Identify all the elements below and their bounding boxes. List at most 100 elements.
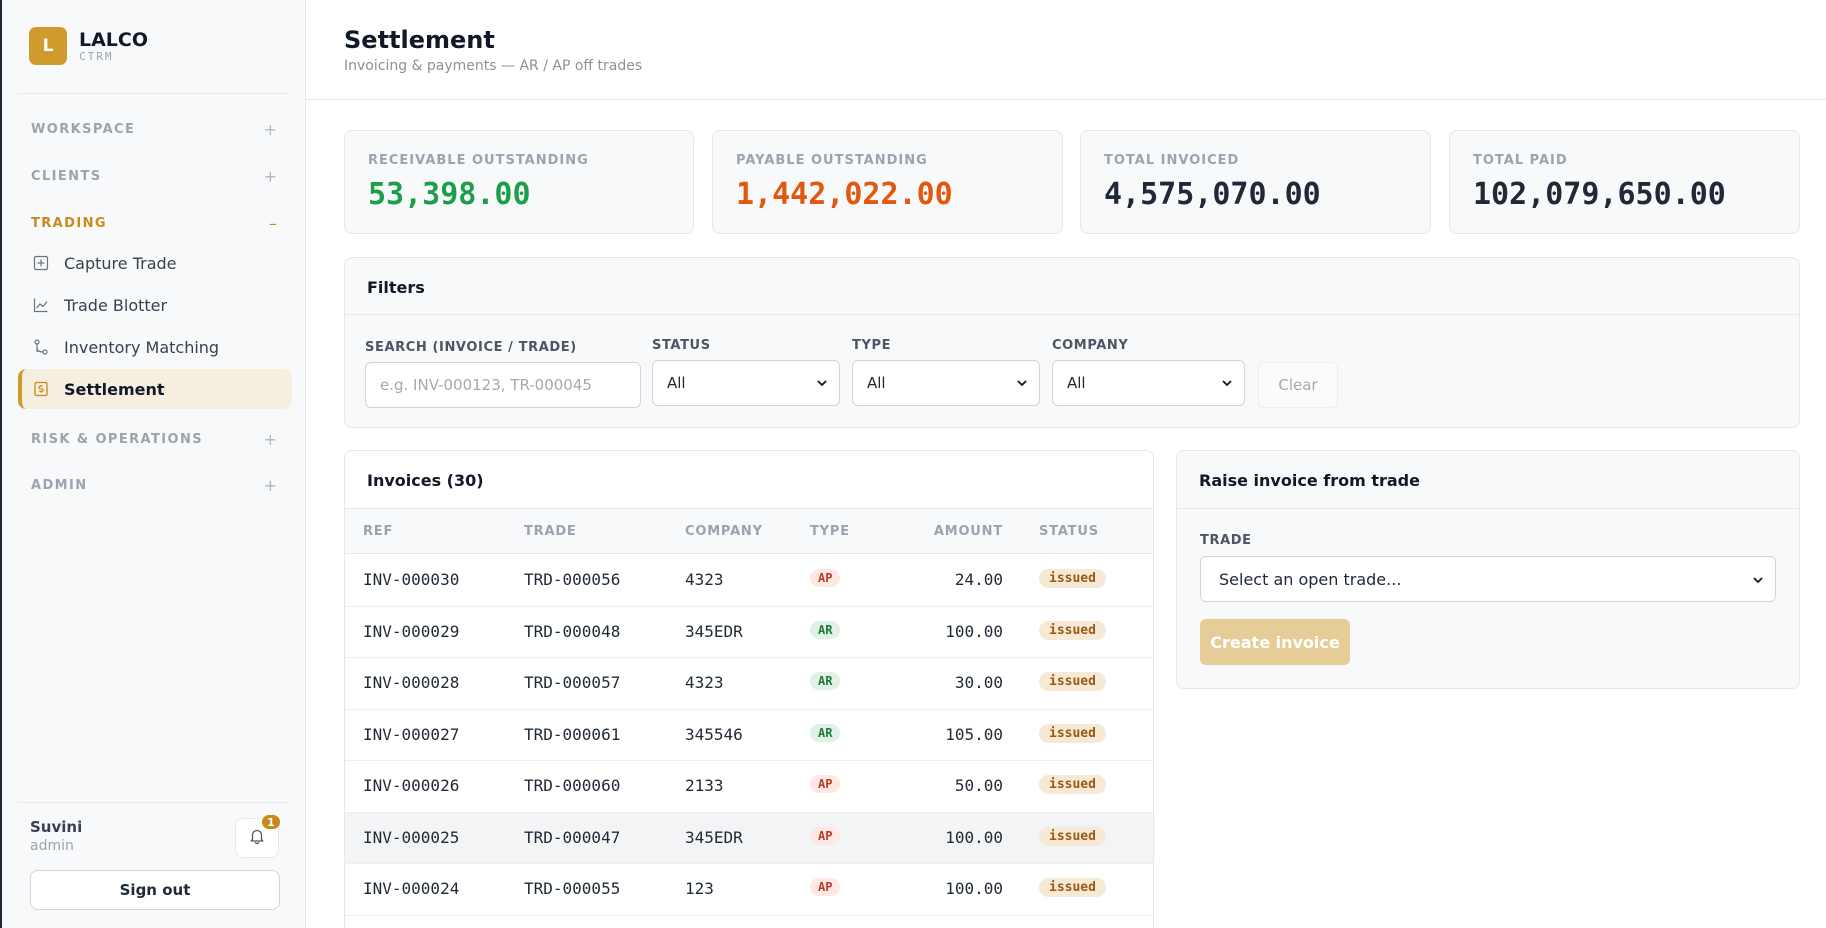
cell-amount: 100.00: [945, 827, 1003, 847]
cell-trade: TRD-000060: [524, 776, 621, 795]
table-row[interactable]: INV-000028 TRD-000057 4323 AR 30.00 issu…: [345, 658, 1153, 710]
invoices-title: Invoices (30): [367, 471, 484, 490]
status-filter-select[interactable]: All: [652, 360, 840, 406]
cell-company: 123: [685, 879, 714, 898]
sidebar-item-label: Trade Blotter: [64, 295, 168, 315]
table-row[interactable]: INV-000024 TRD-000055 123 AP 100.00 issu…: [345, 864, 1153, 916]
cell-ref: INV-000030: [363, 570, 460, 589]
cell-trade: TRD-000048: [524, 621, 621, 641]
brand-logo: L: [29, 27, 67, 65]
nav-section-workspace[interactable]: WORKSPACE +: [31, 120, 277, 139]
cell-ref: INV-000024: [363, 879, 460, 898]
stat-label: TOTAL INVOICED: [1104, 153, 1240, 168]
type-filter-select[interactable]: All: [852, 360, 1040, 406]
expand-icon: +: [263, 167, 277, 186]
filters-divider: [345, 314, 1799, 315]
nav-section-label: CLIENTS: [31, 169, 102, 184]
type-badge: AP: [810, 775, 841, 793]
table-row[interactable]: INV-000029 TRD-000048 345EDR AR 100.00 i…: [345, 606, 1153, 658]
cell-amount: 100.00: [945, 879, 1003, 898]
status-badge: issued: [1039, 672, 1106, 691]
sidebar-item-label: Settlement: [64, 379, 165, 399]
line-chart-icon: [32, 296, 50, 314]
sidebar-footer-divider: [18, 802, 289, 803]
chevron-down-icon: [1220, 376, 1234, 394]
sidebar-item-capture-trade[interactable]: Capture Trade: [18, 243, 292, 283]
cell-ref: INV-000028: [363, 673, 460, 692]
cell-company: 345546: [685, 724, 743, 744]
trade-select[interactable]: Select an open trade...: [1200, 556, 1776, 602]
invoices-panel: Invoices (30) REF TRADE COMPANY TYPE AMO…: [344, 450, 1154, 928]
type-filter-label: TYPE: [852, 338, 892, 353]
table-row[interactable]: INV-000025 TRD-000047 345EDR AP 100.00 i…: [345, 812, 1153, 864]
bell-icon: [248, 827, 266, 849]
column-header-type[interactable]: TYPE: [810, 524, 850, 539]
collapse-icon: –: [269, 214, 277, 233]
stat-value: 1,442,022.00: [736, 177, 953, 212]
nav-section-label: WORKSPACE: [31, 122, 136, 137]
chevron-down-icon: [1751, 572, 1765, 591]
raise-divider: [1177, 508, 1799, 509]
table-row[interactable]: INV-000030 TRD-000056 4323 AP 24.00 issu…: [345, 555, 1153, 607]
status-badge: issued: [1039, 826, 1106, 846]
trade-label: TRADE: [1200, 533, 1252, 548]
plus-square-icon: [32, 254, 50, 272]
chevron-down-icon: [1015, 376, 1029, 394]
type-badge: AP: [810, 878, 841, 896]
sign-out-button[interactable]: Sign out: [30, 870, 280, 910]
user-role: admin: [30, 838, 74, 854]
sidebar-item-settlement[interactable]: Settlement: [18, 369, 292, 409]
cell-amount: 100.00: [945, 621, 1003, 641]
cell-ref: INV-000026: [363, 776, 460, 795]
cell-trade: TRD-000047: [524, 827, 621, 847]
column-header-company[interactable]: COMPANY: [685, 524, 763, 539]
dollar-doc-icon: [32, 380, 50, 398]
cell-amount: 105.00: [945, 724, 1003, 744]
table-row[interactable]: INV-000027 TRD-000061 345546 AR 105.00 i…: [345, 709, 1153, 761]
notification-count-badge: 1: [260, 813, 282, 831]
company-filter-select[interactable]: All: [1052, 360, 1245, 406]
nav-section-clients[interactable]: CLIENTS +: [31, 167, 277, 186]
sidebar-item-label: Capture Trade: [64, 253, 177, 273]
cell-company: 4323: [685, 673, 724, 692]
cell-company: 2133: [685, 776, 724, 795]
nav-section-admin[interactable]: ADMIN +: [31, 476, 277, 495]
cell-trade: TRD-000055: [524, 879, 621, 898]
column-header-amount[interactable]: AMOUNT: [933, 524, 1003, 539]
stat-card-receivable: RECEIVABLE OUTSTANDING 53,398.00: [344, 130, 694, 234]
stat-card-payable: PAYABLE OUTSTANDING 1,442,022.00: [712, 130, 1063, 234]
stat-label: PAYABLE OUTSTANDING: [736, 153, 928, 168]
nav-section-risk-operations[interactable]: RISK & OPERATIONS +: [31, 430, 277, 449]
stat-label: TOTAL PAID: [1473, 153, 1568, 168]
stat-value: 4,575,070.00: [1104, 177, 1321, 212]
raise-invoice-panel: Raise invoice from trade TRADE Select an…: [1176, 450, 1800, 689]
column-header-status[interactable]: STATUS: [1039, 524, 1099, 539]
create-invoice-button[interactable]: Create invoice: [1200, 619, 1350, 665]
brand[interactable]: L LALCO CTRM: [29, 27, 148, 65]
cell-trade: TRD-000056: [524, 570, 621, 589]
table-row[interactable]: INV-000026 TRD-000060 2133 AP 50.00 issu…: [345, 761, 1153, 813]
clear-filters-button[interactable]: Clear: [1258, 362, 1338, 408]
cell-ref: INV-000027: [363, 724, 460, 744]
status-badge: issued: [1039, 569, 1106, 588]
cell-company: 345EDR: [685, 621, 743, 641]
stat-value: 102,079,650.00: [1473, 177, 1726, 212]
nav-section-trading[interactable]: TRADING –: [31, 214, 277, 233]
stat-value: 53,398.00: [368, 177, 531, 212]
cell-ref: INV-000025: [363, 827, 460, 847]
nav-section-label: ADMIN: [31, 478, 88, 493]
expand-icon: +: [263, 476, 277, 495]
stat-card-total-invoiced: TOTAL INVOICED 4,575,070.00: [1080, 130, 1431, 234]
status-badge: issued: [1039, 620, 1106, 640]
column-header-trade[interactable]: TRADE: [524, 524, 577, 539]
sidebar-item-inventory-matching[interactable]: Inventory Matching: [18, 327, 292, 367]
sidebar-item-trade-blotter[interactable]: Trade Blotter: [18, 285, 292, 325]
type-badge: AR: [810, 723, 841, 742]
trade-select-value: Select an open trade...: [1219, 569, 1402, 589]
user-name: Suvini: [30, 818, 83, 836]
brand-name: LALCO: [79, 28, 149, 51]
company-filter-label: COMPANY: [1052, 338, 1129, 353]
column-header-ref[interactable]: REF: [363, 524, 394, 539]
search-input[interactable]: e.g. INV-000123, TR-000045: [365, 362, 641, 408]
page-title: Settlement: [344, 26, 495, 54]
